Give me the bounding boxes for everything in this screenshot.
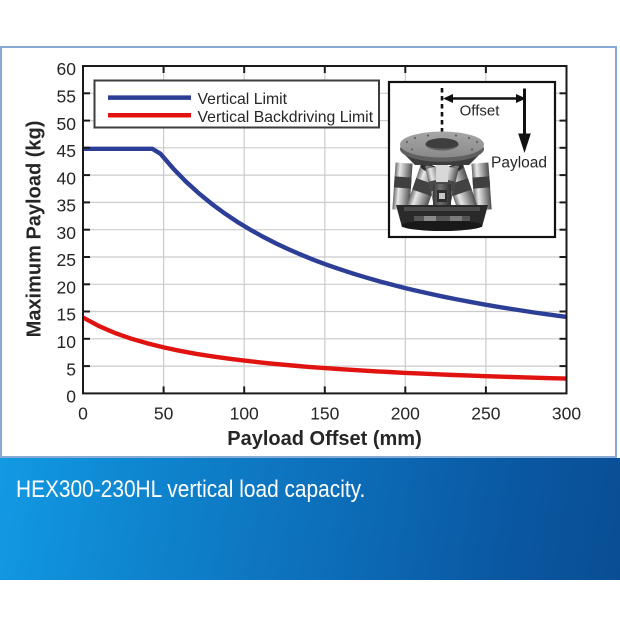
svg-text:0: 0	[78, 404, 88, 424]
svg-text:Vertical Backdriving Limit: Vertical Backdriving Limit	[198, 109, 374, 126]
svg-text:35: 35	[57, 196, 76, 216]
svg-text:Maximum Payload (kg): Maximum Payload (kg)	[23, 121, 45, 338]
svg-text:60: 60	[57, 59, 77, 79]
svg-text:15: 15	[57, 305, 76, 325]
svg-text:Payload: Payload	[491, 155, 547, 172]
svg-text:Vertical Limit: Vertical Limit	[198, 91, 288, 108]
svg-text:30: 30	[57, 223, 77, 243]
svg-text:50: 50	[154, 404, 174, 424]
svg-text:Offset: Offset	[460, 103, 501, 120]
svg-text:50: 50	[57, 114, 77, 134]
svg-text:20: 20	[57, 278, 77, 298]
svg-text:45: 45	[57, 141, 76, 161]
svg-text:150: 150	[310, 404, 339, 424]
svg-text:250: 250	[471, 404, 500, 424]
svg-text:100: 100	[230, 404, 259, 424]
svg-text:25: 25	[57, 250, 76, 270]
svg-text:Payload Offset (mm): Payload Offset (mm)	[227, 428, 421, 450]
svg-text:40: 40	[57, 168, 77, 188]
svg-text:55: 55	[57, 87, 76, 107]
svg-text:300: 300	[552, 404, 581, 424]
svg-text:200: 200	[391, 404, 420, 424]
svg-text:5: 5	[66, 359, 76, 379]
svg-text:0: 0	[66, 387, 76, 407]
svg-text:10: 10	[57, 332, 77, 352]
